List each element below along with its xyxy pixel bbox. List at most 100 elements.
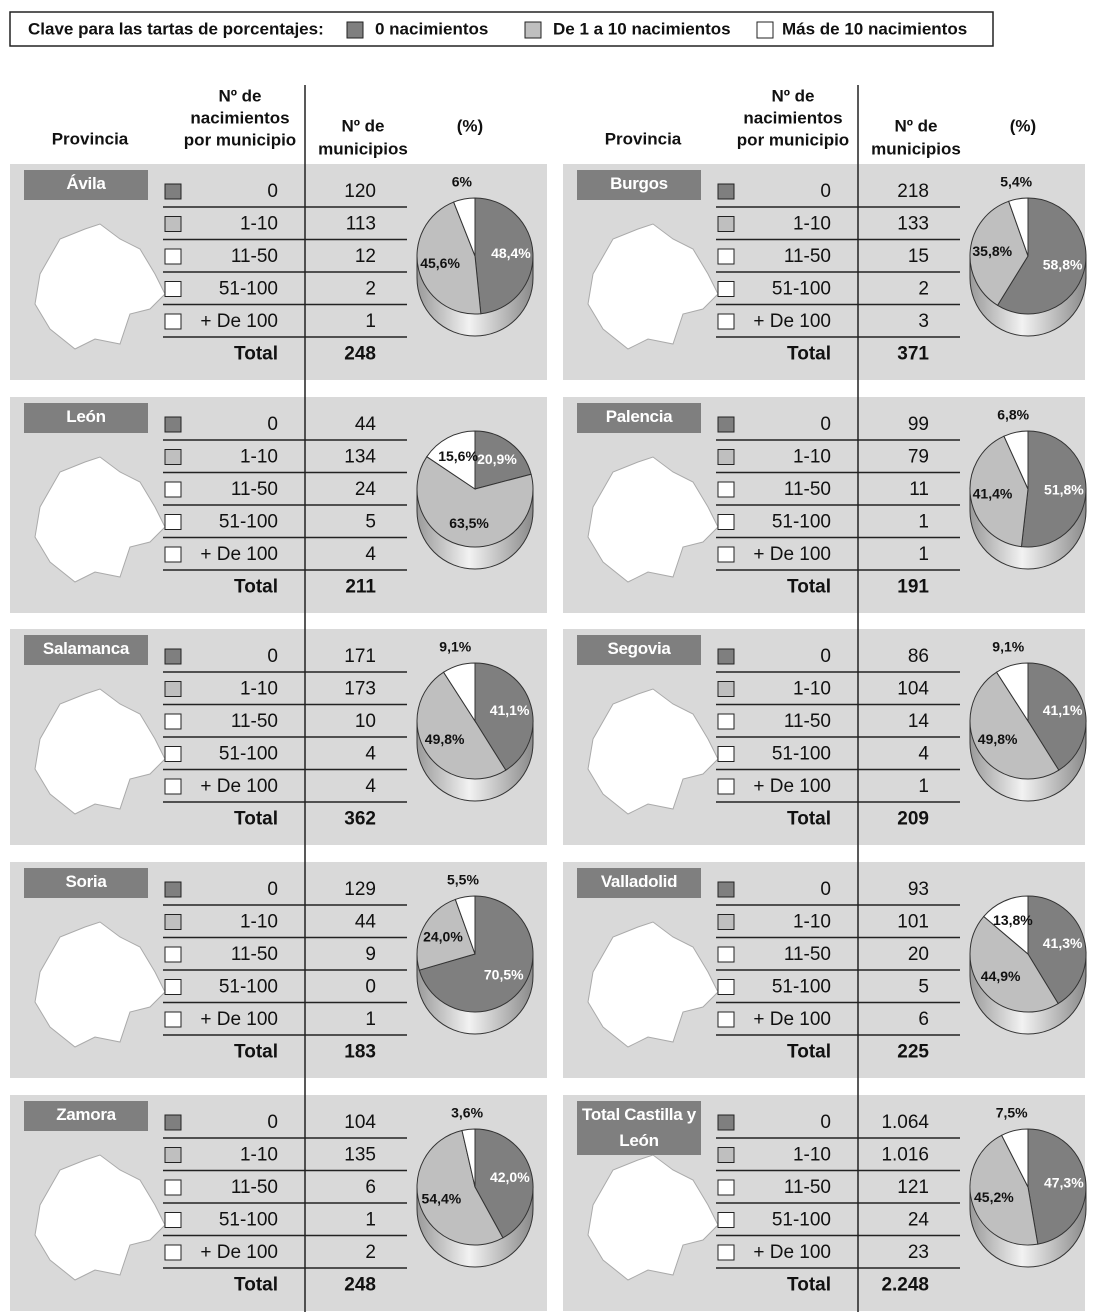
municipality-count: 9 [365, 944, 376, 965]
province-map [34, 456, 166, 583]
row-icon [717, 881, 735, 898]
total-count: 183 [344, 1042, 376, 1063]
row-label: 0 [267, 646, 278, 667]
province-name: Valladolid [577, 868, 701, 898]
row-icon [164, 449, 182, 465]
pie-label: 41,4% [973, 485, 1013, 501]
row-icon [164, 1147, 182, 1163]
pie-slice [416, 201, 482, 315]
pie-label: 6,8% [997, 407, 1029, 423]
province-name: León [24, 403, 148, 433]
header-province: Provincia [52, 129, 129, 148]
row-label: 11-50 [784, 711, 831, 732]
header-percent: (%) [1010, 116, 1036, 135]
municipality-count: 1.016 [881, 1145, 929, 1166]
total-label: Total [787, 809, 831, 830]
pie-label: 6% [452, 174, 473, 190]
row-label: 51-100 [772, 1210, 831, 1231]
pie-label: 24,0% [423, 928, 463, 944]
row-icon [717, 648, 735, 665]
row-label: + De 100 [753, 776, 831, 797]
row-label: 1-10 [240, 912, 278, 933]
pie-slice [969, 915, 1059, 1013]
province-name: Palencia [577, 403, 701, 433]
header-count: Nº de [894, 116, 937, 135]
row-icon [164, 481, 182, 498]
pie-slice [474, 1128, 534, 1239]
pie-label: 51,8% [1044, 482, 1084, 498]
province-map [34, 688, 166, 815]
pie-slice [442, 662, 476, 723]
row-icon [717, 248, 735, 265]
municipality-count: 171 [344, 646, 376, 667]
legend-swatch [524, 21, 542, 39]
province-name: Salamanca [24, 635, 148, 665]
municipality-count: 1 [918, 544, 929, 565]
municipality-count: 2 [365, 279, 376, 300]
row-label: 51-100 [772, 744, 831, 765]
pie-slice [983, 895, 1029, 956]
row-icon [164, 248, 182, 265]
pie-label: 20,9% [477, 451, 517, 467]
legend-box [9, 11, 994, 47]
row-icon [717, 546, 735, 563]
province-map [587, 223, 719, 350]
pie-slice [1000, 1128, 1029, 1188]
municipality-count: 218 [897, 181, 929, 202]
header-births: nacimientos [743, 108, 842, 127]
row-label: 11-50 [784, 944, 831, 965]
municipality-count: 15 [908, 246, 929, 267]
row-label: 1-10 [793, 679, 831, 700]
row-label: 0 [267, 181, 278, 202]
row-icon [164, 1114, 182, 1131]
municipality-count: 104 [897, 679, 929, 700]
row-label: 0 [820, 879, 831, 900]
pie-slice [416, 898, 476, 971]
total-count: 248 [344, 1275, 376, 1296]
municipality-count: 6 [918, 1009, 929, 1030]
municipality-count: 120 [344, 181, 376, 202]
pie-label: 63,5% [449, 515, 489, 531]
total-count: 209 [897, 809, 929, 830]
municipality-count: 5 [918, 977, 929, 998]
province-map [587, 688, 719, 815]
row-label: 51-100 [219, 279, 278, 300]
row-icon [717, 914, 735, 930]
header-count: municipios [318, 139, 408, 158]
total-label: Total [787, 1275, 831, 1296]
municipality-count: 5 [365, 512, 376, 533]
municipality-count: 4 [365, 776, 376, 797]
municipality-count: 12 [355, 246, 376, 267]
row-icon [717, 313, 735, 330]
pie-slice [461, 1128, 476, 1188]
row-icon [717, 681, 735, 697]
row-icon [164, 946, 182, 963]
pie-label: 35,8% [972, 243, 1012, 259]
row-icon [717, 281, 735, 297]
row-icon [717, 946, 735, 963]
municipality-count: 1 [918, 776, 929, 797]
row-label: 11-50 [231, 246, 278, 267]
municipality-count: 10 [355, 711, 376, 732]
pie-slice [416, 671, 507, 780]
row-label: 0 [820, 1112, 831, 1133]
municipality-count: 0 [365, 977, 376, 998]
pie-label: 3,6% [451, 1105, 483, 1121]
total-label: Total [234, 809, 278, 830]
pie-label: 44,9% [981, 968, 1021, 984]
header-births: nacimientos [190, 108, 289, 127]
header-births: Nº de [771, 86, 814, 105]
total-count: 371 [897, 344, 929, 365]
pie-label: 9,1% [992, 639, 1024, 655]
row-icon [164, 546, 182, 563]
pie-label: 15,6% [438, 448, 478, 464]
row-label: 1-10 [240, 1145, 278, 1166]
row-icon [164, 281, 182, 297]
row-icon [164, 979, 182, 995]
row-label: 51-100 [772, 977, 831, 998]
pie-label: 5,5% [447, 872, 479, 888]
pie-label: 58,8% [1043, 257, 1083, 273]
row-label: 0 [267, 879, 278, 900]
municipality-count: 134 [344, 447, 376, 468]
